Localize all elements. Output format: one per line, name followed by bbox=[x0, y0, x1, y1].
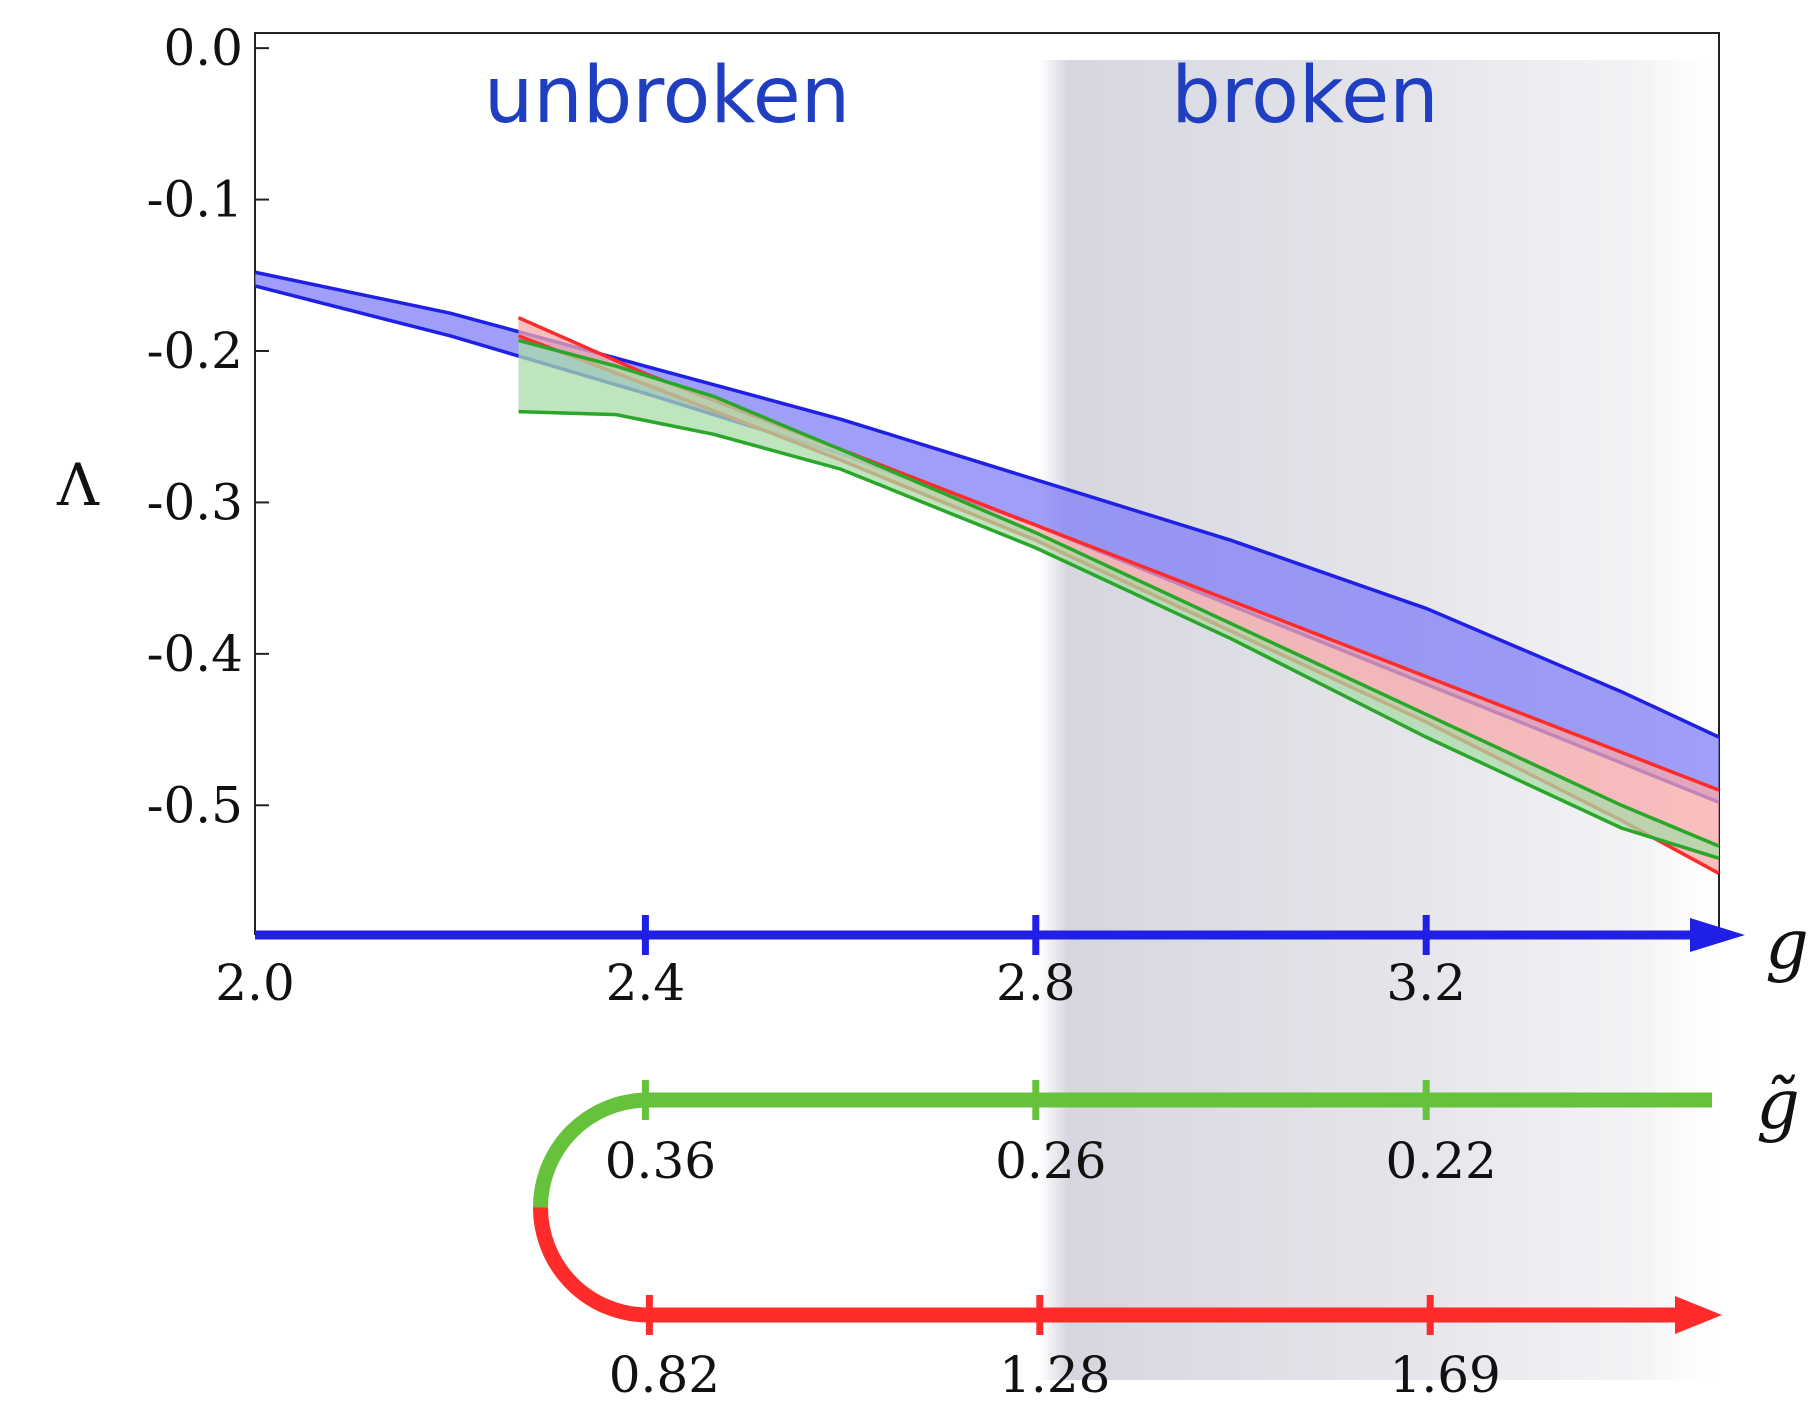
y-tick-label: -0.2 bbox=[147, 322, 243, 380]
y-tick-label: -0.3 bbox=[147, 473, 243, 531]
red-axis-arrowhead bbox=[1675, 1296, 1722, 1334]
y-axis: 0.0 -0.1 -0.2 -0.3 -0.4 -0.5 bbox=[147, 19, 269, 834]
red-tick-label: 1.28 bbox=[999, 1346, 1110, 1404]
region-label-unbroken: unbroken bbox=[484, 51, 850, 141]
g-tick-label: 2.4 bbox=[606, 954, 686, 1012]
g-tick-label: 2.8 bbox=[996, 954, 1076, 1012]
g-tilde-tick-label: 0.22 bbox=[1386, 1132, 1497, 1190]
red-tick-label: 0.82 bbox=[609, 1346, 720, 1404]
y-axis-label: Λ bbox=[56, 451, 100, 519]
g-tilde-axis-curve bbox=[533, 1092, 649, 1208]
g-axis: 2.0 2.4 2.8 3.2 g bbox=[215, 906, 1809, 1012]
y-tick-label: 0.0 bbox=[163, 19, 243, 77]
series-0-upper-line bbox=[254, 270, 1720, 739]
region-label-broken: broken bbox=[1171, 51, 1438, 141]
red-tick-label: 1.69 bbox=[1390, 1346, 1501, 1404]
secondary-axes: 0.36 0.26 0.22 0.82 1.28 1.69 g̃ bbox=[533, 1066, 1800, 1404]
series-layer bbox=[254, 270, 1720, 875]
g-tilde-tick-label: 0.26 bbox=[995, 1132, 1106, 1190]
red-axis-curve bbox=[533, 1207, 649, 1323]
series-2-lower-line bbox=[518, 409, 1720, 860]
g-tick-label: 2.0 bbox=[215, 954, 295, 1012]
series-2-band bbox=[518, 340, 1719, 859]
y-tick-label: -0.4 bbox=[147, 625, 243, 683]
g-tilde-axis-symbol: g̃ bbox=[1756, 1066, 1800, 1145]
y-tick-label: -0.5 bbox=[147, 776, 243, 834]
g-axis-arrowhead bbox=[1690, 918, 1745, 952]
g-tick-label: 3.2 bbox=[1386, 954, 1466, 1012]
series-2-upper-line bbox=[518, 338, 1720, 848]
y-tick-label: -0.1 bbox=[147, 171, 243, 229]
g-axis-symbol: g bbox=[1765, 906, 1809, 985]
g-tilde-tick-label: 0.36 bbox=[605, 1132, 716, 1190]
